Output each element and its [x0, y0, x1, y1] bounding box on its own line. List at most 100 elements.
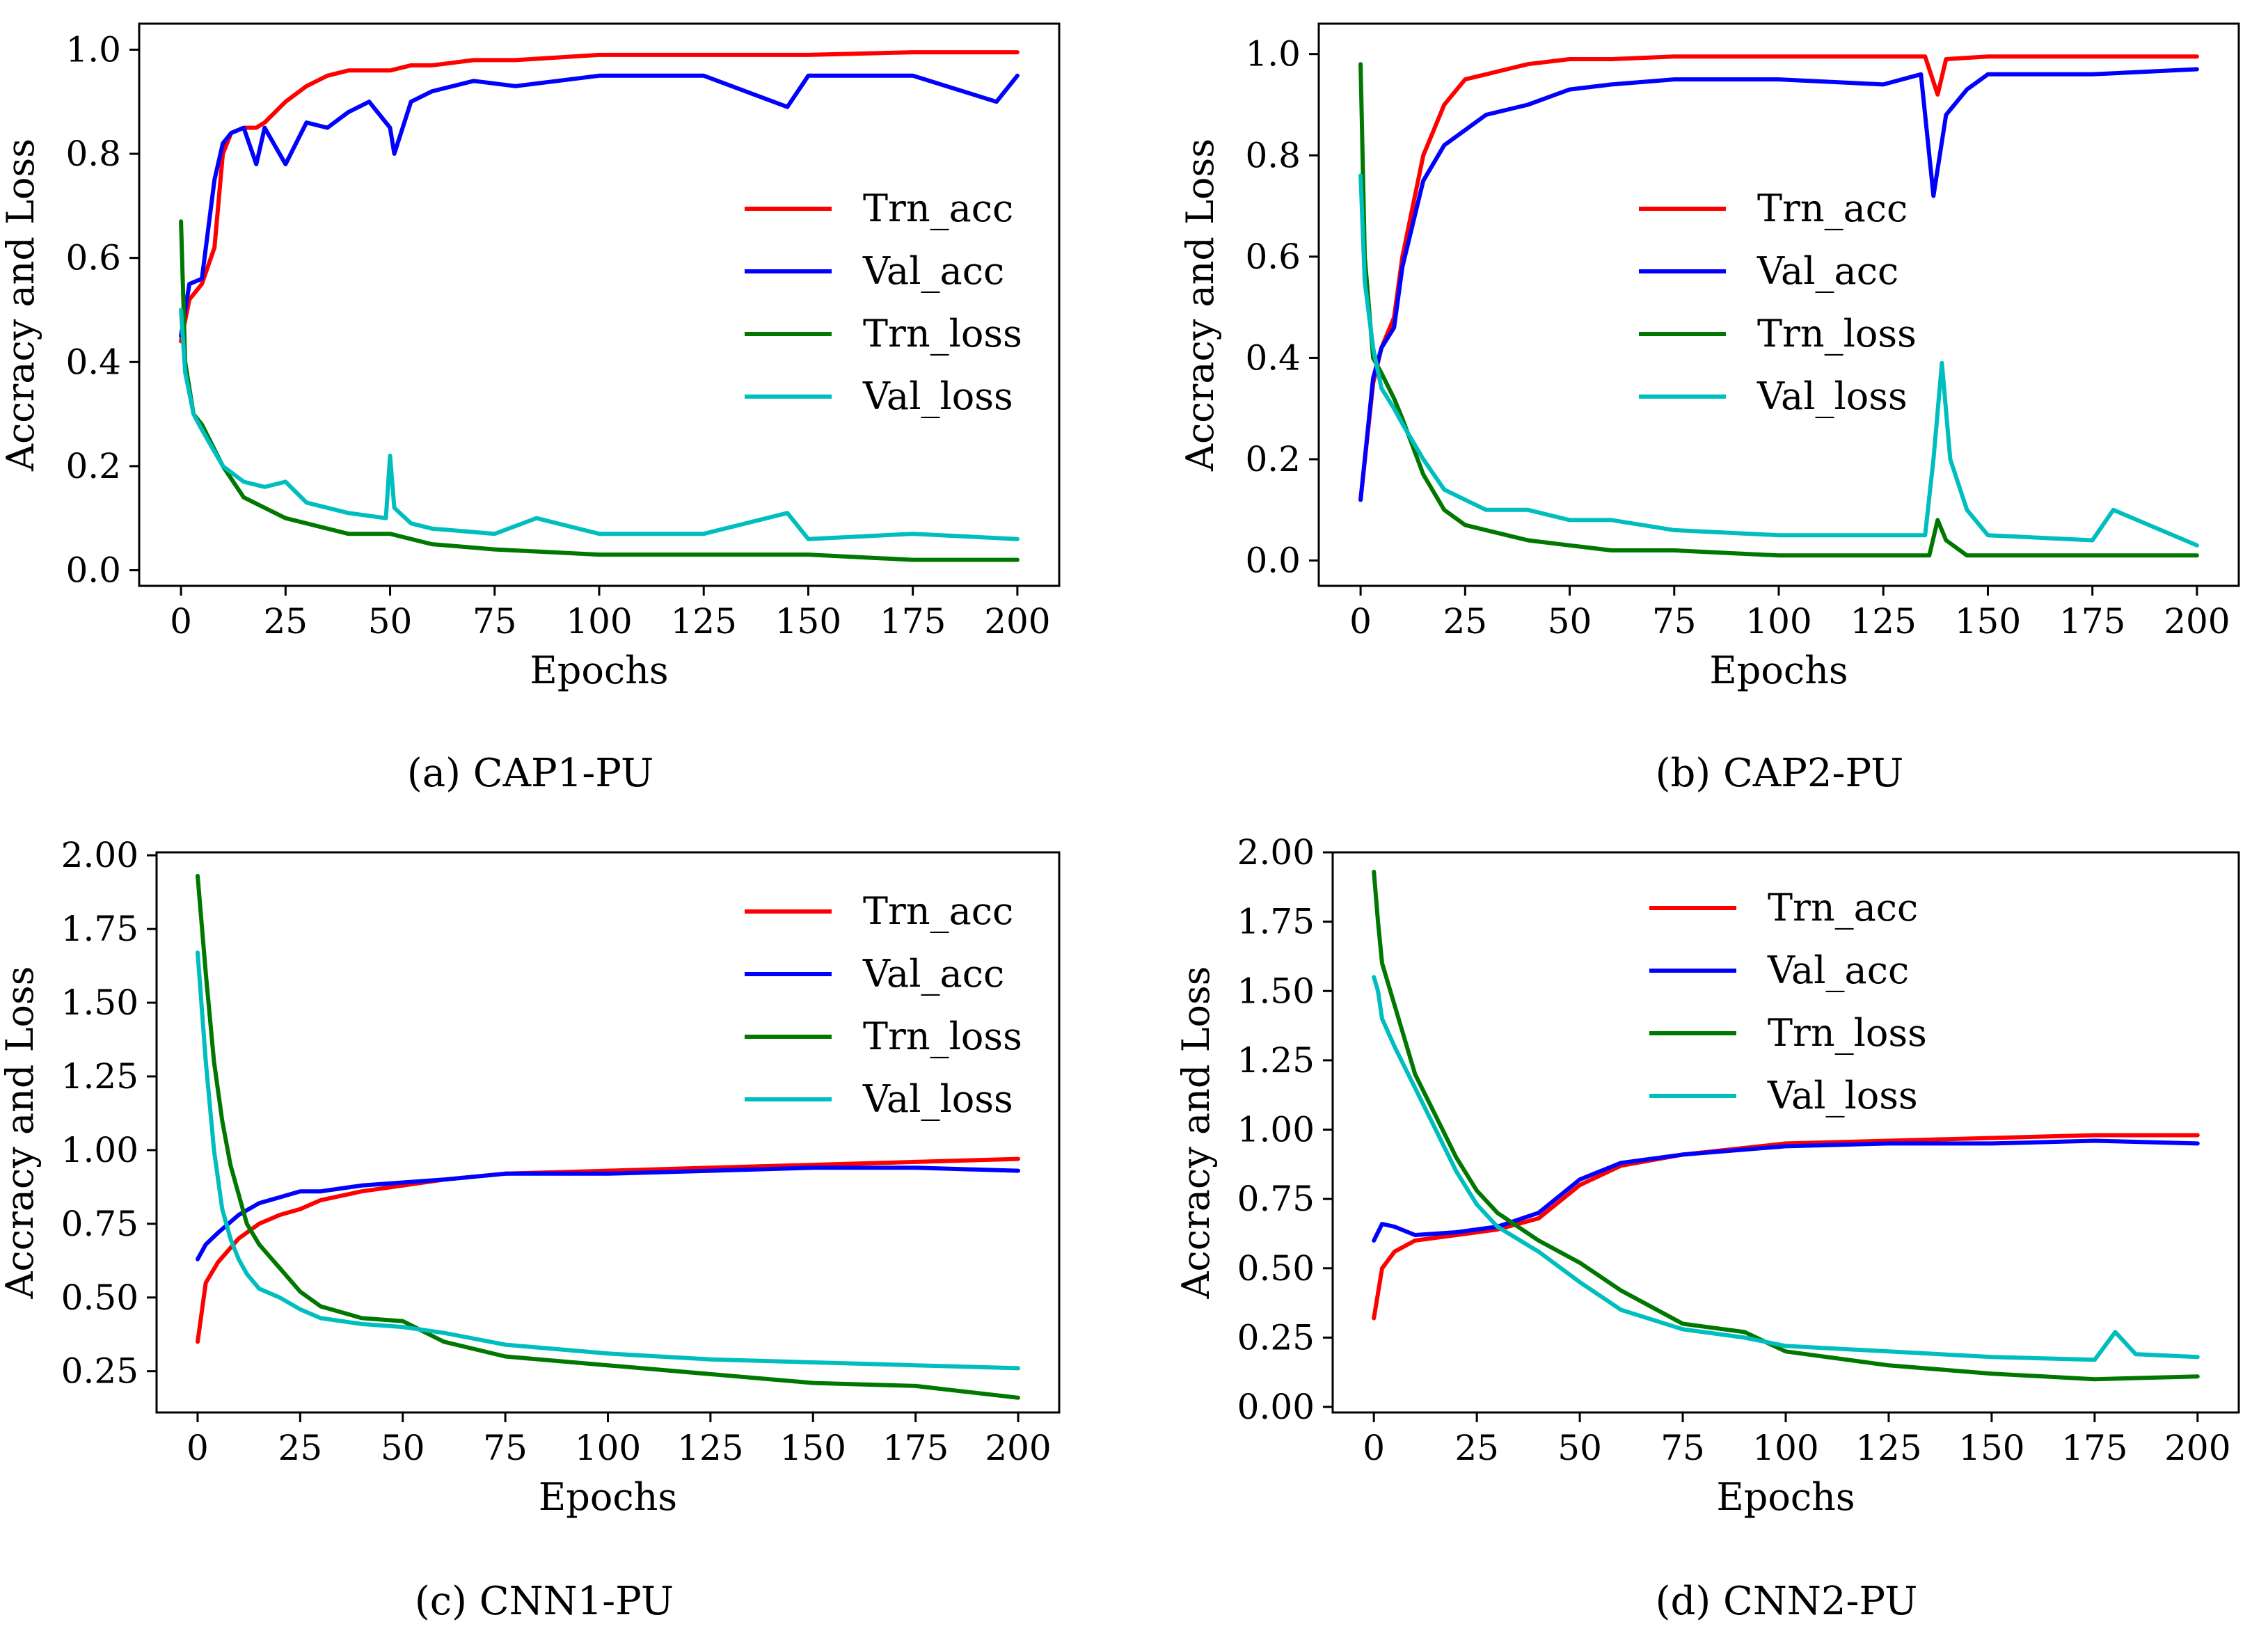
y-tick-label: 1.00 — [61, 1130, 138, 1170]
series-line-val-acc — [179, 73, 1020, 338]
legend-label: Trn_loss — [863, 1014, 1022, 1058]
x-tick-label: 150 — [1955, 601, 2021, 642]
x-tick-label: 0 — [1349, 601, 1372, 642]
y-tick-label: 0.2 — [1245, 439, 1301, 479]
y-tick-label: 0.4 — [65, 342, 121, 382]
chart-caption: (b) CAP2-PU — [1656, 751, 1904, 796]
x-tick-label: 150 — [775, 601, 841, 642]
x-tick-label: 125 — [1855, 1428, 1921, 1468]
y-tick-label: 0.75 — [61, 1204, 138, 1244]
plot-frame — [1317, 22, 2240, 587]
y-tick-label: 1.25 — [1237, 1040, 1315, 1081]
legend-label: Val_acc — [1767, 948, 1909, 992]
x-tick-label: 25 — [278, 1428, 323, 1468]
y-tick-label: 1.0 — [65, 29, 121, 70]
x-tick-label: 150 — [780, 1428, 846, 1468]
y-axis-label: Accracy and Loss — [1174, 966, 1218, 1300]
series-line-val-acc — [1358, 67, 2199, 502]
y-tick-label: 0.25 — [61, 1351, 138, 1392]
x-axis-label: Epochs — [1709, 648, 1848, 692]
x-tick-label: 50 — [381, 1428, 425, 1468]
series-line-val-loss — [1358, 173, 2199, 548]
x-axis-label: Epochs — [1716, 1475, 1855, 1519]
x-tick-label: 175 — [882, 1428, 949, 1468]
x-tick-label: 25 — [264, 601, 308, 642]
y-tick-label: 0.6 — [1245, 237, 1301, 277]
y-tick-label: 1.00 — [1237, 1110, 1315, 1150]
x-tick-label: 100 — [1752, 1428, 1818, 1468]
x-tick-label: 25 — [1443, 601, 1488, 642]
x-tick-label: 25 — [1454, 1428, 1499, 1468]
x-tick-label: 175 — [2061, 1428, 2127, 1468]
x-tick-label: 75 — [473, 601, 517, 642]
legend: Trn_acc Val_acc Trn_loss Val_loss — [1639, 186, 1917, 418]
legend-label: Val_loss — [862, 374, 1013, 418]
y-tick-label: 2.00 — [1237, 832, 1315, 873]
legend: Trn_acc Val_acc Trn_loss Val_loss — [1649, 886, 1927, 1117]
y-tick-label: 0.50 — [1237, 1248, 1315, 1289]
x-tick-label: 50 — [1557, 1428, 1602, 1468]
series-line-trn-acc — [1372, 1133, 2200, 1321]
series-line-val-acc — [1372, 1138, 2200, 1243]
legend-label: Trn_acc — [1757, 186, 1908, 230]
legend-label: Trn_loss — [863, 312, 1022, 356]
legend-label: Trn_loss — [1757, 312, 1917, 356]
x-tick-label: 0 — [187, 1428, 209, 1468]
series-line-trn-loss — [196, 873, 1020, 1400]
legend: Trn_acc Val_acc Trn_loss Val_loss — [745, 889, 1022, 1121]
legend-label: Val_loss — [1756, 374, 1908, 418]
x-tick-label: 175 — [880, 601, 946, 642]
y-tick-label: 1.75 — [61, 909, 138, 949]
x-axis-label: Epochs — [530, 648, 668, 692]
legend-label: Trn_acc — [1768, 886, 1918, 930]
chart-caption: (c) CNN1-PU — [415, 1579, 674, 1624]
chart-caption: (d) CNN2-PU — [1656, 1579, 1918, 1624]
y-tick-label: 0.00 — [1237, 1387, 1315, 1427]
legend-label: Val_acc — [862, 249, 1004, 293]
chart-panel: 0 25 50 75 100 125 150 175 200 0.0 0.2 0.4 0.6 0.8 1.0… — [0, 22, 1061, 796]
x-tick-label: 150 — [1958, 1428, 2024, 1468]
legend: Trn_acc Val_acc Trn_loss Val_loss — [745, 186, 1022, 418]
x-tick-label: 100 — [566, 601, 632, 642]
y-tick-label: 0.0 — [65, 550, 121, 591]
series-line-trn-acc — [179, 50, 1020, 344]
y-axis-label: Accracy and Loss — [1178, 138, 1222, 472]
x-tick-label: 200 — [2164, 601, 2230, 642]
chart-panel: 0 25 50 75 100 125 150 175 200 0.0 0.2 0.4 0.6 0.8 1.0… — [1178, 22, 2240, 796]
x-tick-label: 75 — [483, 1428, 528, 1468]
legend-label: Trn_acc — [863, 186, 1013, 230]
series-line-val-loss — [1372, 975, 2200, 1362]
y-tick-label: 0.8 — [65, 134, 121, 174]
series-line-val-acc — [196, 1165, 1020, 1261]
y-tick-label: 1.50 — [1237, 971, 1315, 1011]
x-tick-label: 0 — [170, 601, 192, 642]
legend-label: Val_acc — [1756, 249, 1898, 293]
chart-panel: 0 25 50 75 100 125 150 175 200 0.25 0.50 0.75 1.00 1.… — [0, 835, 1061, 1624]
x-tick-label: 75 — [1652, 601, 1697, 642]
y-tick-label: 0.50 — [61, 1277, 138, 1318]
x-tick-label: 100 — [575, 1428, 641, 1468]
legend-label: Val_acc — [862, 952, 1004, 996]
x-tick-label: 50 — [368, 601, 413, 642]
x-tick-label: 0 — [1363, 1428, 1385, 1468]
x-tick-label: 125 — [677, 1428, 743, 1468]
x-tick-label: 75 — [1660, 1428, 1705, 1468]
x-tick-label: 100 — [1745, 601, 1811, 642]
x-tick-label: 200 — [984, 601, 1050, 642]
series-line-trn-loss — [1358, 62, 2199, 558]
x-axis-label: Epochs — [539, 1475, 677, 1519]
series-line-val-loss — [179, 308, 1020, 541]
series-line-trn-loss — [1372, 869, 2200, 1382]
x-tick-label: 175 — [2059, 601, 2125, 642]
y-tick-label: 2.00 — [61, 835, 138, 875]
y-tick-label: 0.75 — [1237, 1179, 1315, 1219]
x-tick-label: 200 — [2164, 1428, 2230, 1468]
legend-label: Val_loss — [1767, 1074, 1918, 1117]
chart-panel: 0 25 50 75 100 125 150 175 200 0.00 0.25 0.50 0.75 1.… — [1174, 832, 2240, 1624]
x-tick-label: 125 — [671, 601, 737, 642]
y-tick-label: 1.0 — [1245, 34, 1301, 74]
legend-label: Val_loss — [862, 1077, 1013, 1121]
y-tick-label: 0.25 — [1237, 1317, 1315, 1358]
y-axis-label: Accracy and Loss — [0, 966, 42, 1300]
